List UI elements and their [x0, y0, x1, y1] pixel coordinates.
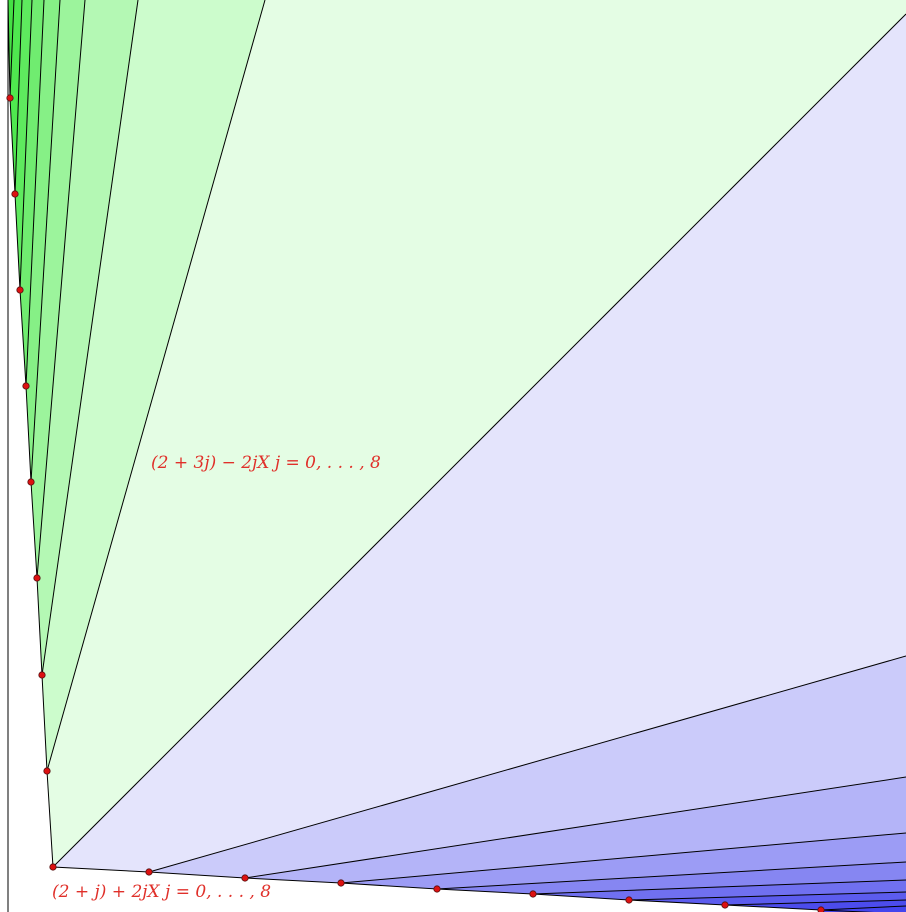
blue-cone-2 — [245, 777, 906, 883]
ray-g5 — [25, 0, 45, 387]
vertex-lower-6 — [625, 896, 633, 904]
blue-cone-4 — [437, 862, 906, 894]
vertex-lower-4 — [433, 885, 441, 893]
vertices — [6, 94, 825, 912]
ray-b1 — [148, 655, 906, 873]
vertex-upper-5 — [22, 382, 30, 390]
green-cone-0 — [47, 0, 906, 867]
blue-cones — [53, 14, 906, 912]
vertex-upper-7 — [11, 190, 19, 198]
green-cone-7 — [10, 0, 22, 194]
vertex-lower-3 — [337, 879, 345, 887]
green-cone-4 — [26, 0, 60, 482]
ray-b2 — [244, 776, 906, 879]
ray-b7 — [724, 899, 906, 906]
ray-b5 — [532, 879, 906, 895]
ray-g2 — [41, 0, 139, 676]
green-cones — [8, 0, 906, 867]
green-cone-5 — [20, 0, 44, 386]
green-rays — [9, 0, 906, 868]
ray-g7 — [14, 0, 23, 195]
vertex-upper-2 — [38, 671, 46, 679]
vertex-upper-4 — [27, 478, 35, 486]
ray-b4 — [436, 861, 906, 890]
vertex-lower-1 — [145, 868, 153, 876]
lower-family-label: (2 + j) + 2jX j = 0, . . . , 8 — [52, 882, 271, 902]
blue-cone-5 — [533, 880, 906, 900]
blue-cone-0 — [53, 14, 906, 872]
vertex-lower-7 — [721, 901, 729, 909]
ray-b8 — [820, 905, 906, 911]
blue-cone-3 — [341, 833, 906, 889]
green-cone-6 — [15, 0, 32, 290]
vertex-upper-6 — [16, 286, 24, 294]
vertex-lower-8 — [817, 906, 825, 912]
green-cone-3 — [31, 0, 85, 578]
blue-cone-1 — [149, 656, 906, 878]
ray-b6 — [628, 891, 906, 901]
ray-g1 — [46, 0, 266, 772]
upper-family-label: (2 + 3j) − 2jX j = 0, . . . , 8 — [151, 453, 381, 473]
vertex-lower-5 — [529, 890, 537, 898]
ray-b3 — [340, 832, 906, 884]
ray-g6 — [19, 0, 33, 291]
ray-g3 — [36, 0, 86, 579]
ray-g4 — [30, 0, 61, 483]
blue-cone-7 — [725, 900, 906, 910]
vertex-lower-2 — [241, 874, 249, 882]
vertex-upper-3 — [33, 574, 41, 582]
ray-g8 — [9, 0, 15, 99]
vertex-upper-1 — [43, 767, 51, 775]
green-cone-1 — [42, 0, 265, 771]
vertex-origin — [49, 863, 57, 871]
green-cone-2 — [37, 0, 138, 675]
ray-g0 — [52, 13, 906, 868]
blue-rays — [148, 655, 906, 911]
vertex-upper-8 — [6, 94, 14, 102]
